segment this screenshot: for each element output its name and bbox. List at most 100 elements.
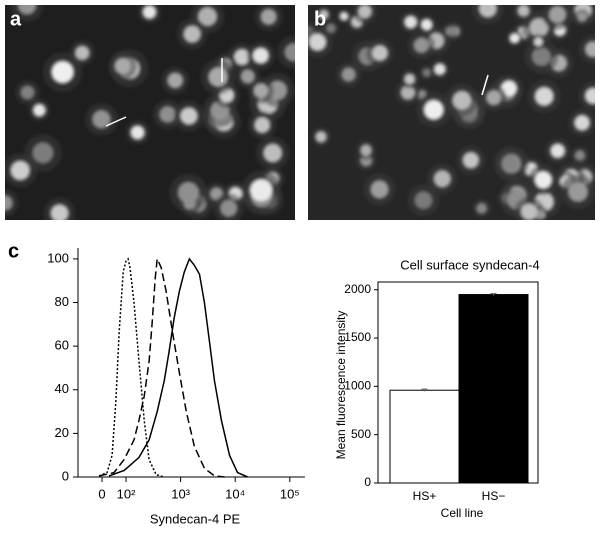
cell — [550, 143, 565, 158]
cell — [33, 104, 46, 117]
cell — [400, 85, 415, 100]
cell — [462, 152, 479, 169]
cell — [413, 37, 429, 53]
cell — [534, 87, 554, 106]
bar — [458, 294, 529, 484]
cell — [308, 33, 327, 51]
y-tick-label: 20 — [55, 425, 69, 440]
y-tick-label: 0 — [62, 468, 69, 483]
cell — [520, 203, 538, 220]
cell — [254, 117, 270, 133]
cell — [252, 47, 269, 64]
y-axis-label: Mean fluorescence intensity — [334, 311, 348, 460]
cell — [339, 12, 349, 21]
cell — [509, 33, 520, 43]
cells — [308, 5, 595, 220]
x-axis-label: Cell line — [441, 506, 484, 520]
cell — [208, 67, 228, 87]
y-tick-label: 1500 — [344, 330, 371, 344]
x-tick-label: 10³ — [171, 486, 190, 501]
cell — [404, 73, 415, 85]
cell — [486, 90, 501, 105]
cell — [414, 191, 433, 210]
cell — [130, 125, 145, 140]
cell — [233, 49, 250, 65]
cell — [433, 170, 451, 188]
cell — [360, 144, 372, 156]
cell — [263, 143, 282, 163]
x-tick-label: 10² — [117, 486, 136, 501]
cell — [92, 110, 111, 129]
cell — [183, 25, 201, 43]
cell — [198, 7, 217, 27]
panel-label: c — [8, 240, 19, 262]
x-axis-label: Syndecan-4 PE — [150, 511, 241, 526]
cell — [577, 12, 587, 22]
cell — [423, 99, 444, 120]
x-tick-label: 10⁴ — [225, 486, 245, 501]
cell — [574, 150, 585, 161]
cell — [517, 5, 530, 17]
cell — [452, 91, 472, 110]
cell — [180, 107, 198, 125]
cell — [50, 204, 69, 220]
y-tick-label: 500 — [351, 427, 371, 441]
curve — [98, 256, 225, 478]
y-tick-label: 1000 — [344, 379, 371, 393]
cell — [5, 195, 13, 211]
cell — [568, 182, 588, 202]
cell — [574, 115, 590, 131]
cell — [445, 26, 455, 36]
cell — [20, 85, 35, 100]
cell — [159, 106, 176, 123]
cell — [341, 67, 356, 82]
cell — [534, 171, 552, 189]
cell — [75, 45, 90, 60]
y-tick-label: 0 — [364, 475, 371, 489]
x-tick-label: 10⁵ — [280, 486, 300, 501]
curve — [108, 257, 248, 478]
cell — [315, 131, 327, 143]
cell — [421, 19, 433, 31]
cell — [51, 61, 74, 83]
cell — [10, 160, 30, 180]
panel-label: b — [314, 8, 326, 30]
cells — [5, 5, 295, 220]
cell — [241, 69, 255, 84]
x-tick-label: 0 — [98, 486, 105, 501]
cell — [114, 58, 131, 74]
cell — [478, 5, 497, 18]
y-tick-label: 100 — [47, 250, 69, 265]
arrow — [481, 74, 489, 96]
x-tick-label: HS+ — [413, 489, 437, 503]
cell — [585, 41, 595, 58]
cell — [32, 142, 54, 164]
cell — [260, 8, 277, 25]
cell — [422, 68, 431, 77]
cell — [585, 87, 595, 104]
curve — [98, 257, 165, 478]
y-tick-label: 2000 — [344, 282, 371, 296]
cell — [502, 155, 518, 171]
cell — [167, 72, 183, 89]
cell — [17, 5, 37, 15]
cell — [476, 203, 487, 214]
cell — [434, 63, 446, 75]
cell — [370, 180, 389, 199]
chart-title: Cell surface syndecan-4 — [400, 257, 539, 272]
cell — [319, 9, 329, 20]
cell — [326, 23, 336, 33]
bar — [389, 389, 460, 484]
cell — [253, 83, 269, 98]
cell — [372, 45, 388, 61]
cell — [284, 43, 295, 62]
cell — [177, 181, 199, 204]
cell — [142, 5, 157, 19]
cell — [250, 179, 273, 202]
panel-label: a — [10, 8, 22, 30]
cell — [533, 37, 543, 47]
x-tick-label: HS− — [482, 489, 506, 503]
y-tick-label: 40 — [55, 381, 69, 396]
cell — [404, 15, 417, 29]
